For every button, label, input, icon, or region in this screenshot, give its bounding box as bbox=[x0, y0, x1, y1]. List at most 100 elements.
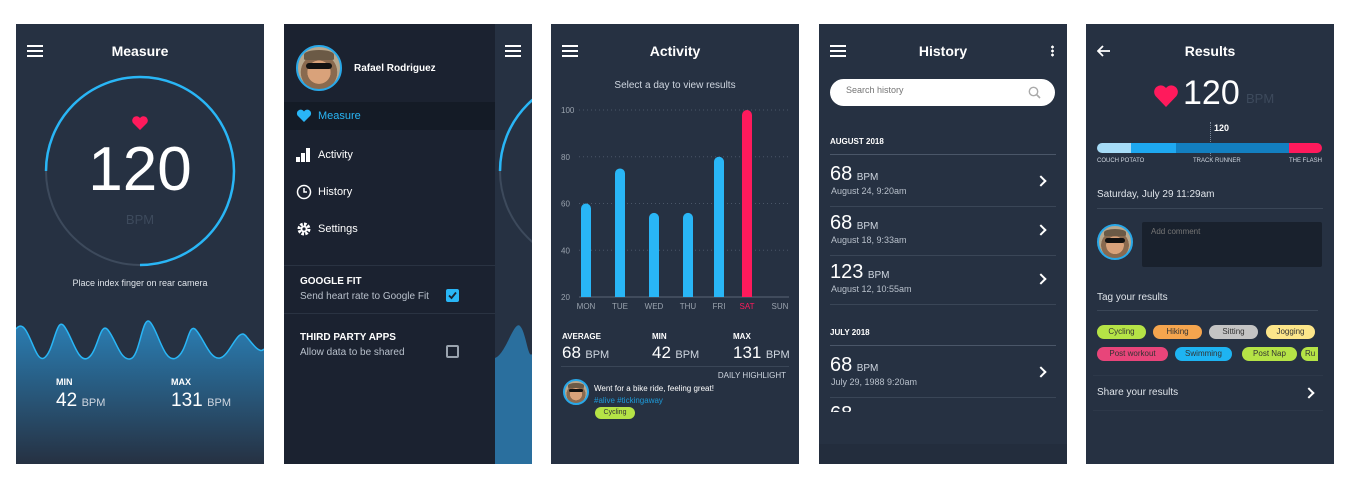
clock-icon bbox=[296, 184, 312, 200]
search-input[interactable] bbox=[846, 85, 1016, 95]
bar-base bbox=[615, 291, 625, 297]
menu-icon[interactable] bbox=[562, 45, 578, 57]
menu-icon[interactable] bbox=[830, 45, 846, 57]
heart-rate-scale bbox=[1097, 143, 1322, 153]
row-bpm-value: 68 bbox=[830, 163, 853, 185]
row-date: August 18, 9:33am bbox=[831, 235, 907, 245]
bpm-unit: BPM bbox=[675, 349, 700, 361]
x-tick-label[interactable]: FRI bbox=[713, 302, 726, 311]
divider bbox=[561, 366, 789, 367]
tag-sitting[interactable]: Sitting bbox=[1209, 325, 1258, 339]
bar-mon[interactable] bbox=[581, 203, 591, 298]
bar-chart-icon bbox=[296, 148, 310, 162]
row-bpm-value: 68 bbox=[830, 354, 853, 376]
row-date: July 29, 1988 9:20am bbox=[831, 377, 918, 387]
menu-icon[interactable] bbox=[505, 45, 521, 57]
chevron-right-icon bbox=[1035, 366, 1047, 378]
drawer-item-settings[interactable]: Settings bbox=[284, 215, 495, 243]
bpm-unit: BPM bbox=[856, 221, 879, 232]
history-row[interactable]: 68 BPM July 29, 1988 9:20am bbox=[819, 348, 1067, 397]
divider bbox=[1093, 375, 1323, 376]
tag-post-nap[interactable]: Post Nap bbox=[1242, 347, 1297, 361]
bar-base bbox=[581, 291, 591, 297]
activity-bar-chart: 100 80 60 40 20 MON TUE WED THU FRI SAT SUN bbox=[561, 106, 789, 311]
bar-fri[interactable] bbox=[714, 156, 724, 297]
bar-base bbox=[649, 291, 659, 297]
measure-screen: Measure 120 BPM Place index finger on re… bbox=[16, 24, 264, 464]
x-tick-label[interactable]: THU bbox=[680, 302, 697, 311]
drawer-item-activity[interactable]: Activity bbox=[284, 141, 495, 169]
avatar bbox=[296, 45, 342, 91]
search-icon[interactable] bbox=[1028, 86, 1041, 99]
tag-jogging[interactable]: Jogging bbox=[1266, 325, 1315, 339]
divider bbox=[830, 397, 1056, 398]
divider bbox=[830, 255, 1056, 256]
tag-ru[interactable]: Ru bbox=[1301, 347, 1318, 361]
heart-icon bbox=[132, 116, 148, 130]
back-arrow-icon[interactable] bbox=[1097, 45, 1111, 57]
max-label: MAX bbox=[171, 377, 191, 387]
group-header: JULY 2018 bbox=[830, 328, 870, 337]
row-date: August 24, 9:20am bbox=[831, 186, 907, 196]
instruction-text: Place index finger on rear camera bbox=[72, 278, 208, 288]
tag-hiking[interactable]: Hiking bbox=[1153, 325, 1202, 339]
bpm-unit: BPM bbox=[125, 212, 155, 227]
tag-swimming[interactable]: Swimming bbox=[1175, 347, 1232, 361]
drawer-item-history[interactable]: History bbox=[284, 178, 495, 206]
scale-label-low: COUCH POTATO bbox=[1097, 158, 1145, 164]
tag-post-workout[interactable]: Post workout bbox=[1097, 347, 1168, 361]
bar-thu[interactable] bbox=[683, 212, 693, 297]
chevron-right-icon bbox=[1035, 224, 1047, 236]
bar-sat[interactable] bbox=[742, 110, 752, 297]
results-screen: Results 120 BPM 120 COUCH POTATO TRACK R… bbox=[1086, 24, 1334, 464]
history-row[interactable]: 68 BPM August 24, 9:20am bbox=[819, 157, 1067, 206]
stat-value: 42 bbox=[652, 343, 671, 362]
gear-icon bbox=[297, 222, 311, 236]
search-field[interactable] bbox=[830, 79, 1055, 106]
highlight-text: Went for a bike ride, feeling great! bbox=[594, 384, 714, 393]
share-results-button[interactable]: Share your results bbox=[1093, 376, 1323, 410]
min-label: MIN bbox=[56, 377, 73, 387]
drawer-item-label: Settings bbox=[318, 223, 358, 235]
y-tick-label: 20 bbox=[561, 293, 570, 302]
stat-label: MIN bbox=[652, 332, 667, 341]
history-row[interactable]: 68 BPM August 18, 9:33am bbox=[819, 206, 1067, 255]
bpm-unit: BPM bbox=[81, 397, 106, 409]
history-row[interactable]: 123 BPM August 12, 10:55am bbox=[819, 255, 1067, 304]
menu-icon[interactable] bbox=[27, 45, 43, 57]
x-tick-label[interactable]: MON bbox=[577, 302, 596, 311]
x-tick-label[interactable]: SAT bbox=[740, 302, 755, 311]
bar-wed[interactable] bbox=[649, 212, 659, 297]
more-options-icon[interactable] bbox=[1051, 45, 1054, 57]
third-party-checkbox[interactable] bbox=[446, 345, 459, 358]
result-date: Saturday, July 29 11:29am bbox=[1097, 189, 1215, 200]
scale-marker-line bbox=[1210, 122, 1211, 156]
bar-tue[interactable] bbox=[615, 168, 625, 297]
x-tick-label[interactable]: SUN bbox=[772, 302, 789, 311]
drawer-item-measure[interactable]: Measure bbox=[284, 102, 495, 130]
stat-label: MAX bbox=[733, 332, 751, 341]
history-row[interactable]: 68 BPM bbox=[819, 397, 1067, 412]
comment-input[interactable] bbox=[1142, 222, 1322, 267]
scale-marker-value: 120 bbox=[1214, 123, 1230, 133]
divider bbox=[830, 304, 1056, 305]
bpm-unit: BPM bbox=[856, 172, 879, 183]
bpm-unit: BPM bbox=[765, 349, 790, 361]
heart-rate-value: 120 bbox=[88, 135, 192, 204]
divider bbox=[1093, 410, 1323, 411]
chevron-right-icon bbox=[1035, 273, 1047, 285]
tag-cycling[interactable]: Cycling bbox=[1097, 325, 1146, 339]
tag-cycling[interactable]: Cycling bbox=[595, 407, 635, 419]
bpm-unit: BPM bbox=[867, 270, 890, 281]
highlight-hashtags[interactable]: #alive #tickingaway bbox=[594, 396, 663, 405]
google-fit-checkbox[interactable] bbox=[446, 289, 459, 302]
heart-rate-ring bbox=[16, 75, 264, 464]
scale-label-high: THE FLASH bbox=[1288, 158, 1322, 164]
x-tick-label[interactable]: TUE bbox=[612, 302, 628, 311]
bar-base bbox=[714, 291, 724, 297]
x-tick-label[interactable]: WED bbox=[645, 302, 664, 311]
page-title: History bbox=[918, 43, 968, 59]
drawer: Rafael Rodriguez Measure Activity Histor… bbox=[284, 24, 495, 464]
row-bpm-value: 68 bbox=[830, 403, 852, 412]
bottom-bar bbox=[819, 444, 1067, 464]
